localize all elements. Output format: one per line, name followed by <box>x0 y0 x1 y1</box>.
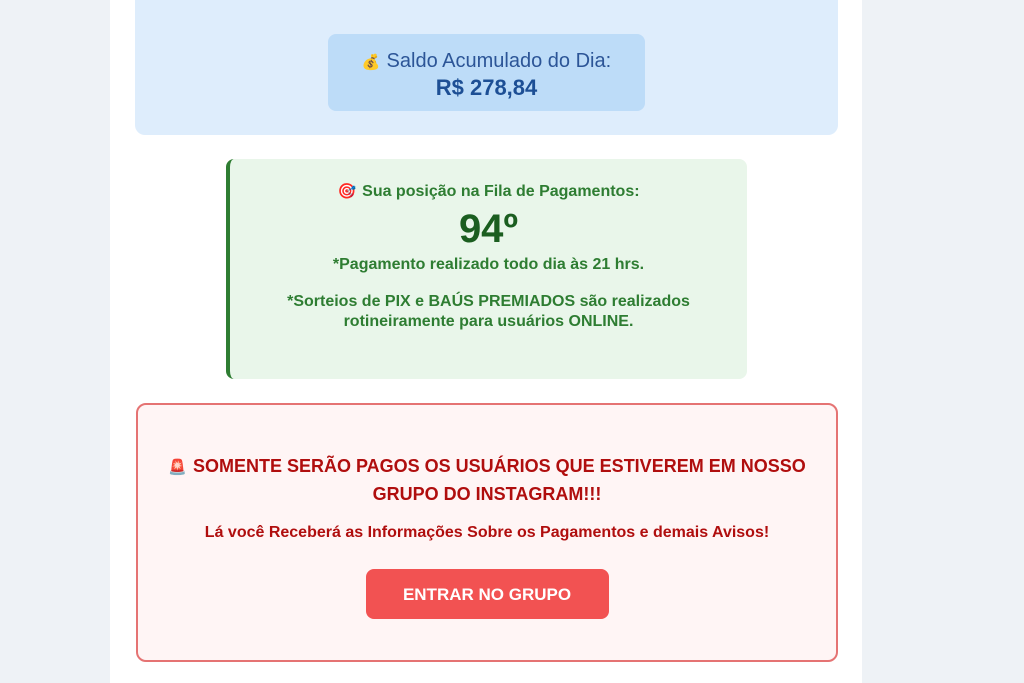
join-group-button[interactable]: ENTRAR NO GRUPO <box>365 569 609 619</box>
money-bag-icon: 💰 <box>361 54 381 71</box>
queue-position: 94º <box>458 207 519 251</box>
balance-label: Saldo Acumulado do Dia: <box>386 50 612 72</box>
queue-card: 🎯 Sua posição na Fila de Pagamentos: 94º … <box>226 159 747 379</box>
balance-card: 💰 Saldo Acumulado do Dia: R$ 278,84 <box>328 34 645 111</box>
alert-info: Lá você Receberá as Informações Sobre os… <box>204 524 770 541</box>
alert-card: 🚨 SOMENTE SERÃO PAGOS OS USUÁRIOS QUE EST… <box>136 403 838 662</box>
raffle-note: *Sorteios de PIX e BAÚS PREMIADOS são re… <box>287 293 690 330</box>
siren-icon: 🚨 <box>168 459 187 476</box>
balance-value: R$ 278,84 <box>435 75 538 100</box>
target-icon: 🎯 <box>337 183 357 200</box>
queue-title: Sua posição na Fila de Pagamentos: <box>362 183 640 200</box>
alert-heading: SOMENTE SERÃO PAGOS OS USUÁRIOS QUE ESTI… <box>192 456 806 504</box>
payment-note: *Pagamento realizado todo dia às 21 hrs. <box>332 256 645 273</box>
